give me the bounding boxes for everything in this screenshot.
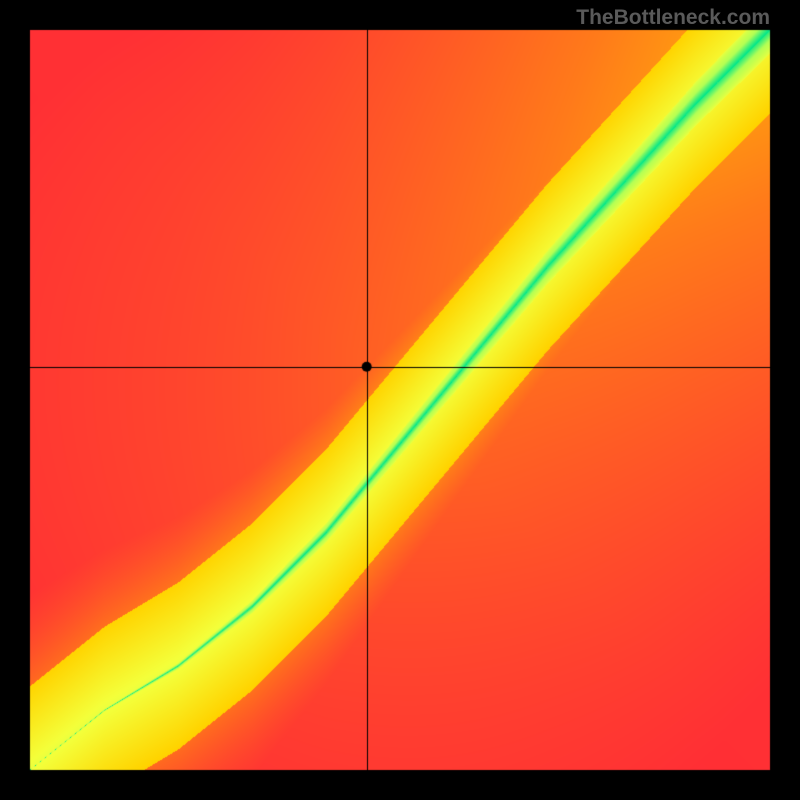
chart-container: TheBottleneck.com xyxy=(0,0,800,800)
bottleneck-heatmap xyxy=(0,0,800,800)
attribution-label: TheBottleneck.com xyxy=(576,6,770,30)
